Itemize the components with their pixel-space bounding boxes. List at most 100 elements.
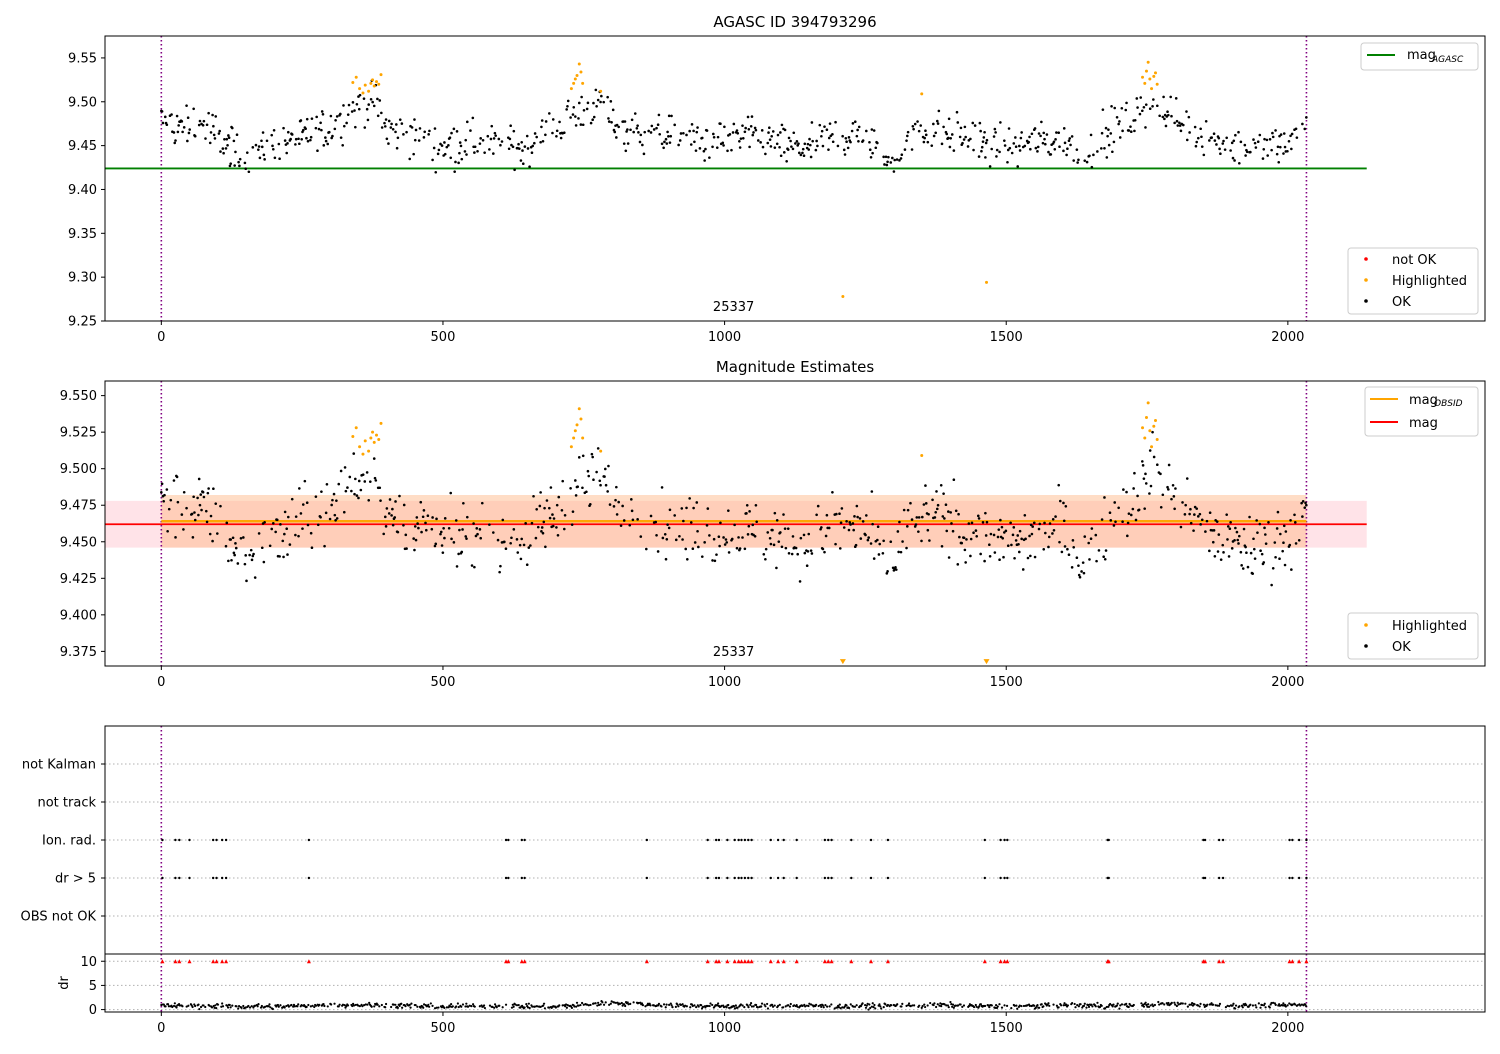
legend-bottom-right <box>1347 247 1479 315</box>
dr-point <box>689 1006 692 1009</box>
ok-point <box>779 154 783 158</box>
ok-point <box>368 480 372 483</box>
ok-point <box>294 137 298 141</box>
ok-point <box>824 534 828 538</box>
ok-point <box>721 141 725 145</box>
ok-point <box>1169 95 1172 99</box>
dr-point <box>254 1004 257 1007</box>
dr-point <box>292 1005 295 1008</box>
dr-point <box>886 1003 890 1007</box>
ok-point <box>962 536 966 540</box>
ok-point <box>952 478 956 481</box>
dr-point <box>652 1004 656 1007</box>
dr-point <box>961 1005 964 1009</box>
ok-point <box>1087 541 1090 545</box>
ok-point <box>1175 119 1179 123</box>
ok-point <box>1236 538 1240 542</box>
ok-point <box>679 132 683 135</box>
ok-point <box>494 134 497 137</box>
ok-point <box>1066 147 1069 151</box>
ok-point <box>230 558 233 562</box>
ok-point <box>1171 484 1175 487</box>
ok-point <box>559 136 563 140</box>
ok-point <box>743 547 747 551</box>
ok-point <box>167 507 171 511</box>
ok-point <box>277 142 281 146</box>
ok-point <box>928 539 931 542</box>
dr-point <box>826 1005 829 1008</box>
dr-point <box>1145 1003 1148 1007</box>
dr-point <box>614 1001 617 1004</box>
ok-point <box>876 538 879 542</box>
ok-point <box>347 103 351 107</box>
highlighted-point <box>1144 416 1148 420</box>
ok-point <box>982 136 986 139</box>
dr-point <box>1214 1004 1217 1007</box>
panel-agasc-frame <box>104 35 1486 322</box>
ok-point <box>665 142 669 145</box>
dr-point <box>782 1006 785 1009</box>
ok-point <box>226 143 229 147</box>
ok-point <box>555 503 559 507</box>
ok-point <box>1303 127 1307 131</box>
ok-point <box>1270 583 1273 587</box>
flag-point <box>1202 876 1205 880</box>
ok-point <box>1029 523 1033 527</box>
dr-point <box>613 1001 616 1004</box>
ok-point <box>297 534 300 538</box>
dr-point <box>807 1004 810 1008</box>
ok-point <box>379 499 382 502</box>
dr-point <box>773 1004 776 1007</box>
dr-point <box>1066 1004 1070 1007</box>
ok-point <box>622 519 626 522</box>
ok-point <box>314 126 318 130</box>
flag-point <box>733 876 736 880</box>
ok-point <box>414 128 418 132</box>
ok-point <box>1166 485 1169 489</box>
ok-point <box>1223 148 1227 151</box>
ok-point <box>316 523 320 527</box>
ok-point <box>1090 165 1094 169</box>
x-tick-label: 0 <box>157 675 165 690</box>
ok-point <box>957 512 960 516</box>
ok-point <box>421 515 425 519</box>
dr-point <box>923 1003 926 1006</box>
ok-point <box>661 536 665 540</box>
flag-point <box>1221 876 1225 880</box>
dr-point <box>861 1002 864 1005</box>
ok-point <box>805 564 809 568</box>
dr-point <box>739 1003 743 1006</box>
ok-point <box>373 476 377 480</box>
ok-point <box>172 131 176 134</box>
dr-point <box>1026 1004 1029 1007</box>
dr-point <box>212 1004 215 1008</box>
ok-point <box>562 527 566 531</box>
flag-point <box>215 876 218 880</box>
ok-point <box>1001 536 1005 540</box>
ok-point <box>989 532 993 536</box>
dr-point <box>237 1005 241 1008</box>
ok-point <box>522 543 526 547</box>
ok-point <box>1229 520 1232 524</box>
ok-point <box>574 115 577 118</box>
flag-point <box>782 876 785 880</box>
ok-point <box>596 98 600 102</box>
ok-point <box>1089 537 1093 540</box>
dr-point <box>231 1004 234 1007</box>
ok-point <box>610 120 613 124</box>
ok-point <box>698 147 702 150</box>
ok-point <box>1109 132 1113 135</box>
highlighted-point <box>374 433 378 437</box>
flag-point <box>869 876 873 880</box>
dr-point <box>210 1006 214 1009</box>
ok-point <box>1241 567 1245 570</box>
ok-point <box>1151 104 1154 108</box>
dr-point <box>422 1006 425 1009</box>
dr-point <box>760 1002 764 1005</box>
y-tick-label: 9.450 <box>60 535 97 550</box>
ok-point <box>606 490 609 493</box>
ok-point <box>1068 137 1072 140</box>
ok-point <box>905 546 908 550</box>
ok-point <box>439 142 442 146</box>
dr-point <box>1191 1001 1194 1005</box>
